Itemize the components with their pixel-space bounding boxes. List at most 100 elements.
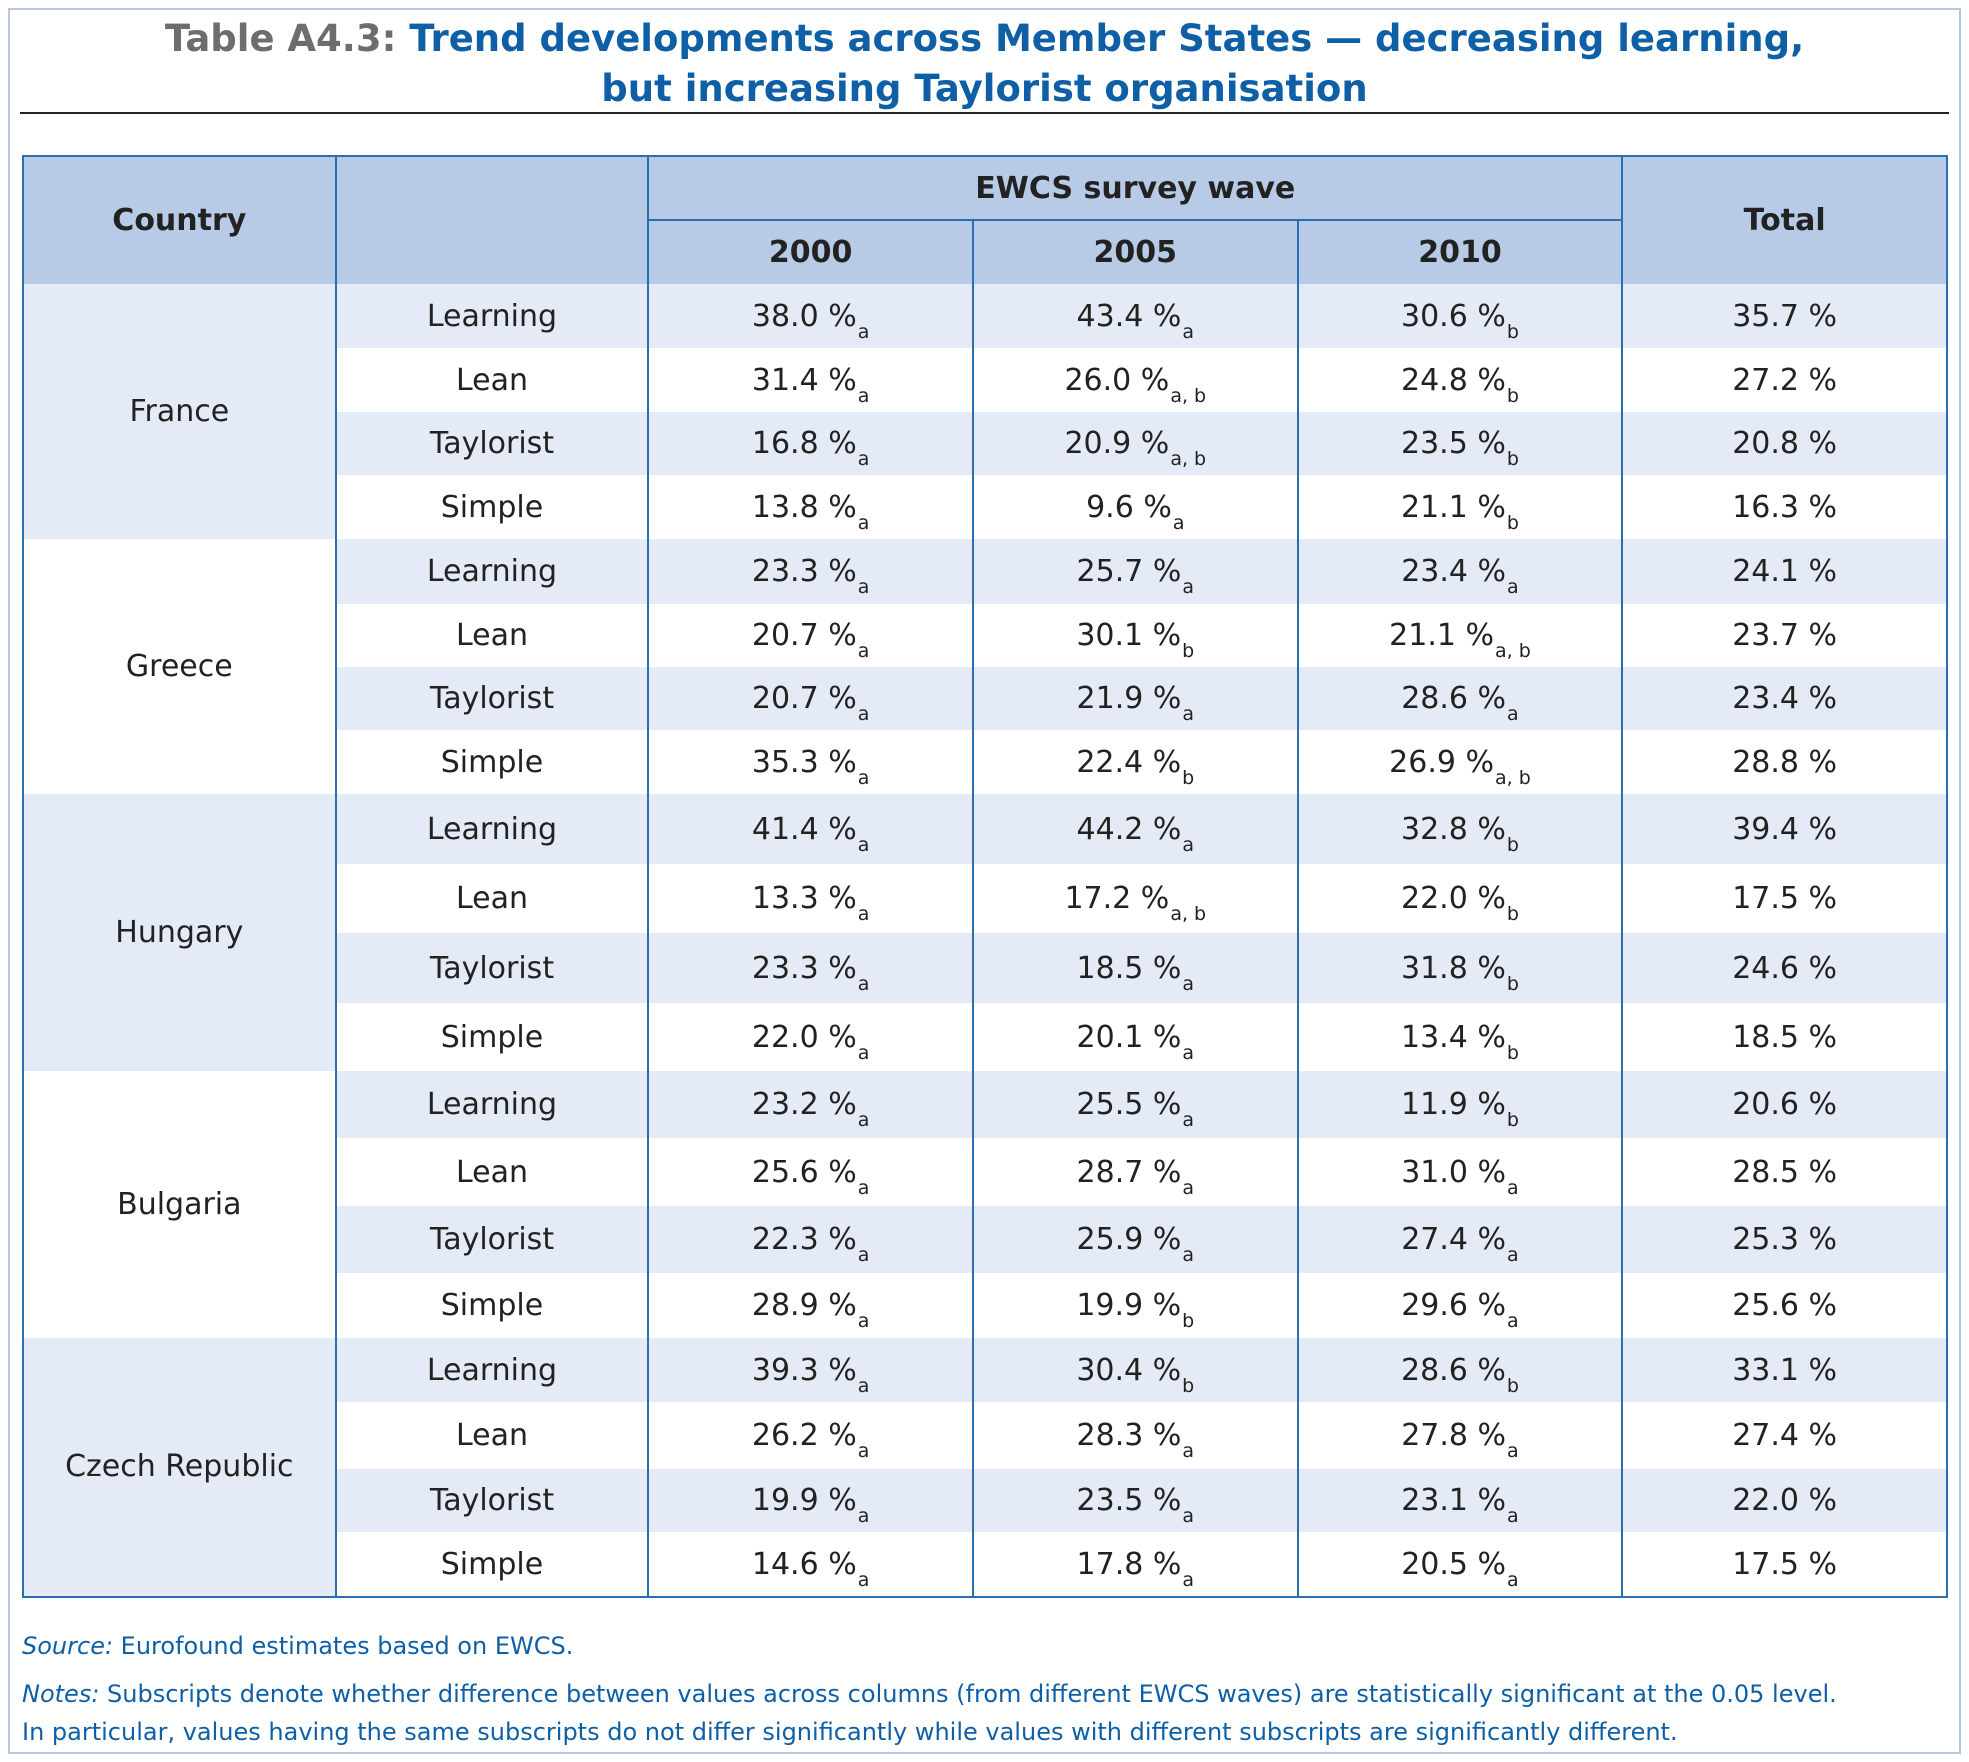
significance-subscript: a (1182, 1244, 1195, 1267)
significance-subscript: a (857, 1440, 870, 1463)
total-cell: 28.5 % (1622, 1138, 1947, 1207)
value-cell: 25.6 %a (648, 1138, 974, 1207)
significance-subscript: a (1507, 702, 1519, 725)
percentage-value: 26.2 % (751, 1418, 857, 1454)
value-cell: 28.9 %a (648, 1273, 974, 1338)
percentage-value: 23.4 % (1401, 553, 1507, 589)
table-row: Czech Republic Learning 39.3 %a 30.4 %b 28.6… (23, 1337, 1947, 1597)
value-cell: 31.4 %a (648, 348, 974, 412)
table-row: Simple 28.9 %a 19.9 %b 29.6 %a 25.6 % (23, 1273, 1947, 1338)
percentage-value: 22.4 % (1076, 744, 1182, 780)
organisation-type: Learning (335, 284, 650, 349)
table-row: Lean 25.6 %a 28.7 %a 31.0 %a 28.5 % (23, 1138, 1947, 1207)
significance-subscript: b (1506, 833, 1519, 856)
significance-subscript: a (857, 384, 870, 407)
organisation-type: Simple (335, 730, 650, 795)
significance-subscript: a, b (1170, 903, 1207, 926)
year-2000-header: 2000 (648, 220, 974, 284)
table-body: France Learning 38.0 %a 43.4 %a 30.6 %b 35.7 … (23, 284, 1947, 1597)
source-note: Source: Eurofound estimates based on EWC… (22, 1627, 573, 1665)
percentage-value: 26.9 % (1389, 744, 1494, 780)
table-row: Taylorist 20.7 %a 21.9 %a 28.6 %a 23.4 % (23, 666, 1947, 730)
value-cell: 27.8 %a (1297, 1402, 1624, 1470)
significance-subscript: b (1506, 1374, 1519, 1397)
percentage-value: 25.6 % (751, 1154, 857, 1190)
significance-subscript: a (857, 903, 870, 926)
value-cell: 26.2 %a (648, 1402, 974, 1470)
total-cell: 20.6 % (1622, 1071, 1947, 1139)
significance-subscript: a, b (1494, 639, 1531, 662)
significance-subscript: a (1182, 833, 1195, 856)
significance-subscript: a (1182, 702, 1195, 725)
significance-subscript: a (1182, 972, 1195, 995)
percentage-value: 28.3 % (1076, 1418, 1182, 1454)
value-cell: 23.2 %a (648, 1071, 974, 1139)
organisation-type: Simple (335, 1273, 650, 1338)
significance-subscript: a (857, 320, 870, 343)
significance-subscript: a (857, 833, 870, 856)
percentage-value: 21.1 % (1389, 617, 1494, 653)
value-cell: 20.7 %a (648, 603, 974, 667)
significance-subscript: a (857, 1176, 870, 1199)
value-cell: 18.5 %a (972, 933, 1299, 1003)
percentage-value: 21.1 % (1401, 489, 1506, 525)
table-row: Taylorist 16.8 %a 20.9 %a, b 23.5 %b 20.8 % (23, 411, 1947, 475)
percentage-value: 23.5 % (1401, 425, 1506, 461)
table-row: Taylorist 22.3 %a 25.9 %a 27.4 %a 25.3 % (23, 1206, 1947, 1274)
value-cell: 30.4 %b (972, 1337, 1299, 1403)
total-cell: 20.8 % (1622, 411, 1947, 475)
percentage-value: 25.5 % (1076, 1087, 1182, 1123)
significance-subscript: a (1182, 320, 1195, 343)
table-row: Greece Learning 23.3 %a 25.7 %a 23.4 %a 24.1 … (23, 539, 1947, 795)
value-cell: 26.0 %a, b (972, 348, 1299, 412)
percentage-value: 17.2 % (1064, 881, 1170, 917)
significance-subscript: a (857, 1568, 870, 1591)
value-cell: 28.6 %a (1297, 666, 1624, 730)
percentage-value: 13.3 % (751, 881, 857, 917)
percentage-value: 22.0 % (1401, 881, 1506, 917)
total-cell: 17.5 % (1622, 863, 1947, 934)
percentage-value: 21.9 % (1076, 680, 1182, 716)
table-row: Simple 14.6 %a 17.8 %a 20.5 %a 17.5 % (23, 1532, 1947, 1597)
organisation-type: Lean (335, 603, 650, 667)
table-row: France Learning 38.0 %a 43.4 %a 30.6 %b 35.7 … (23, 284, 1947, 540)
source-text: Eurofound estimates based on EWCS. (113, 1632, 574, 1660)
percentage-value: 28.6 % (1401, 680, 1507, 716)
significance-subscript: a (1507, 1244, 1519, 1267)
significance-subscript: a (857, 447, 870, 470)
significance-subscript: b (1506, 1109, 1519, 1132)
significance-subscript: a (857, 1310, 870, 1333)
organisation-type: Taylorist (335, 411, 650, 475)
value-cell: 30.6 %b (1297, 284, 1624, 349)
percentage-value: 13.4 % (1401, 1019, 1506, 1055)
percentage-value: 22.3 % (751, 1222, 857, 1258)
value-cell: 22.0 %a (648, 1002, 974, 1072)
value-cell: 13.8 %a (648, 474, 974, 540)
total-cell: 35.7 % (1622, 284, 1947, 349)
value-cell: 28.7 %a (972, 1138, 1299, 1207)
total-cell: 25.3 % (1622, 1206, 1947, 1274)
value-cell: 38.0 %a (648, 284, 974, 349)
significance-subscript: a (1507, 1176, 1519, 1199)
significance-subscript: b (1182, 1374, 1195, 1397)
value-cell: 35.3 %a (648, 730, 974, 795)
value-cell: 30.1 %b (972, 603, 1299, 667)
value-cell: 21.9 %a (972, 666, 1299, 730)
table-number: Table A4.3: (164, 17, 397, 60)
percentage-value: 23.3 % (751, 553, 857, 589)
value-cell: 25.7 %a (972, 539, 1299, 604)
table-header: Country EWCS survey wave Total 2000 2005… (23, 156, 1947, 284)
percentage-value: 11.9 % (1401, 1087, 1506, 1123)
country-name: Czech Republic (23, 1337, 337, 1597)
significance-subscript: b (1506, 320, 1519, 343)
total-cell: 28.8 % (1622, 730, 1947, 795)
table-row: Simple 13.8 %a 9.6 %a 21.1 %b 16.3 % (23, 474, 1947, 540)
table-row: Taylorist 19.9 %a 23.5 %a 23.1 %a 22.0 % (23, 1469, 1947, 1533)
value-cell: 20.5 %a (1297, 1532, 1624, 1597)
value-cell: 23.4 %a (1297, 539, 1624, 604)
percentage-value: 20.9 % (1064, 425, 1170, 461)
year-2005-header: 2005 (972, 220, 1299, 284)
significance-subscript: a (1182, 1505, 1195, 1528)
table-row: Taylorist 23.3 %a 18.5 %a 31.8 %b 24.6 % (23, 933, 1947, 1003)
percentage-value: 35.3 % (751, 744, 857, 780)
